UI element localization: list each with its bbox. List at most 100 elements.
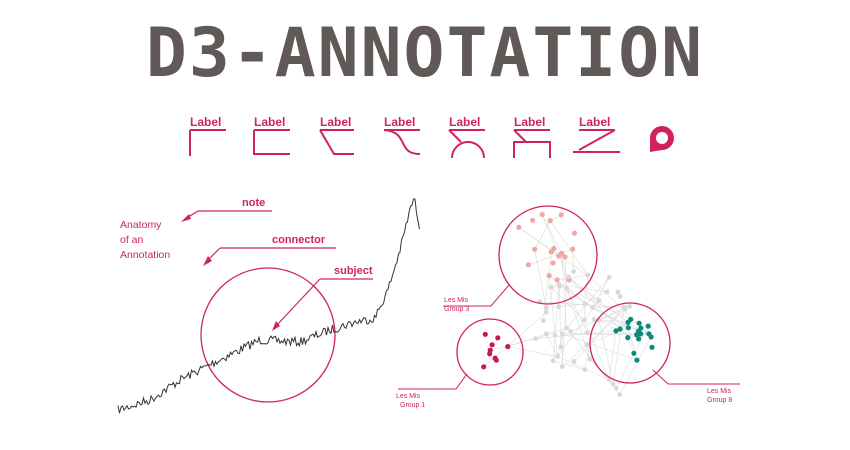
network-node xyxy=(649,344,655,350)
network-node xyxy=(568,329,574,334)
anatomy-heading-line3: Annotation xyxy=(120,249,170,261)
network-node xyxy=(482,331,488,337)
badge-icon xyxy=(650,126,674,152)
network-node xyxy=(492,355,498,361)
network-node xyxy=(646,331,652,337)
network-node xyxy=(562,254,568,260)
network-node xyxy=(550,358,556,364)
group-8-line1: Les Mis xyxy=(707,388,732,395)
type-label: Label xyxy=(254,115,285,129)
network-node xyxy=(550,260,556,266)
group-1-line2: Group 1 xyxy=(400,402,425,409)
network-node xyxy=(556,253,562,259)
network-node xyxy=(636,320,642,326)
network-node xyxy=(645,323,651,329)
network-node xyxy=(614,386,619,391)
connector-label: connector xyxy=(272,234,326,246)
network-node xyxy=(533,336,539,341)
network-node xyxy=(585,272,591,278)
network-node xyxy=(625,325,632,331)
network-node xyxy=(604,289,610,295)
group-1-line1: Les Mis xyxy=(396,393,421,400)
network-node xyxy=(584,330,590,336)
group-8-line2: Group 8 xyxy=(707,397,732,404)
network-node xyxy=(556,304,562,310)
network-node xyxy=(591,317,597,322)
annotation-type-rect: Label xyxy=(513,115,551,158)
type-label: Label xyxy=(384,115,415,129)
annotation-type-threshold: Label xyxy=(573,115,620,153)
network-node xyxy=(627,304,632,309)
network-node xyxy=(530,217,536,223)
network-node xyxy=(489,342,495,348)
annotation-type-curve: Label xyxy=(383,115,421,155)
network-node xyxy=(611,381,616,387)
network-node xyxy=(564,286,570,291)
network-node xyxy=(554,277,560,283)
network-node xyxy=(548,249,554,255)
network-node xyxy=(516,224,522,230)
network-node xyxy=(539,211,545,218)
network-node xyxy=(587,356,593,362)
network-node xyxy=(559,331,565,337)
network-node xyxy=(505,344,511,350)
page-title: D3-ANNOTATION xyxy=(145,14,705,93)
network-node xyxy=(571,230,578,236)
network-node xyxy=(570,246,576,252)
network-node xyxy=(556,282,562,287)
network-node xyxy=(547,218,553,224)
type-label: Label xyxy=(579,115,610,129)
network-node xyxy=(541,318,546,324)
network-node xyxy=(559,364,565,370)
network-node xyxy=(606,377,612,382)
network-node xyxy=(481,364,487,370)
network-node xyxy=(631,350,637,356)
network-node xyxy=(606,274,612,280)
type-label: Label xyxy=(514,115,545,129)
network-node xyxy=(617,392,622,397)
network-node xyxy=(555,354,560,359)
network-node xyxy=(571,359,577,364)
network-node xyxy=(625,335,631,341)
group-3-line2: Group 3 xyxy=(444,306,469,313)
network-node xyxy=(546,273,552,279)
network-node xyxy=(617,326,623,332)
annotation-types-row: Label Label Label Label Label Label xyxy=(189,115,674,159)
network-node xyxy=(584,342,590,347)
network-node xyxy=(638,325,644,331)
network-node xyxy=(543,305,549,310)
network-node xyxy=(582,301,588,307)
note-label: note xyxy=(242,197,265,209)
network-node xyxy=(634,332,640,338)
network-node xyxy=(532,246,538,252)
type-label: Label xyxy=(320,115,351,129)
anatomy-diagram: Anatomy of an Annotation note connector … xyxy=(117,197,420,414)
network-node xyxy=(544,331,549,337)
network-node xyxy=(548,284,554,290)
annotation-type-callout-curve: Label xyxy=(319,115,354,155)
network-node xyxy=(613,328,619,334)
network-node xyxy=(571,269,576,274)
network-node xyxy=(581,317,587,323)
network-node xyxy=(634,357,640,363)
group-3-line1: Les Mis xyxy=(444,297,469,304)
network-node xyxy=(615,289,621,295)
type-label: Label xyxy=(449,115,480,129)
anatomy-heading-line2: of an xyxy=(120,234,144,246)
annotation-type-callout: Label xyxy=(189,115,226,156)
network-node xyxy=(638,331,644,337)
network-node xyxy=(543,309,549,315)
network-node xyxy=(617,294,623,299)
network-node xyxy=(495,335,501,341)
network-node xyxy=(628,316,634,322)
network-node xyxy=(552,332,558,338)
network-node xyxy=(564,325,569,331)
network-diagram: Les Mis Group 3 Les Mis Group 1 Les Mis … xyxy=(396,205,740,409)
anatomy-heading-line1: Anatomy xyxy=(120,219,162,231)
network-node xyxy=(590,305,596,311)
time-series-line xyxy=(117,198,420,414)
network-node xyxy=(621,304,627,310)
network-node xyxy=(582,367,588,373)
